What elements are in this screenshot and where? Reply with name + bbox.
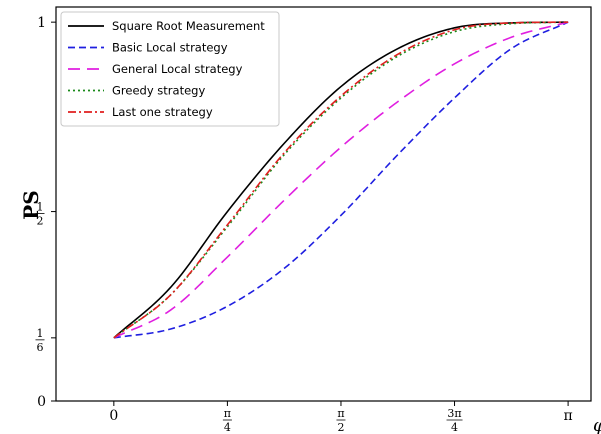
svg-text:π: π <box>337 407 344 420</box>
x-tick-label: π2 <box>336 407 346 434</box>
svg-text:4: 4 <box>224 421 231 434</box>
series-layer <box>113 21 569 339</box>
svg-text:1: 1 <box>37 327 44 340</box>
legend-label: Last one strategy <box>112 105 213 119</box>
legend-item: Basic Local strategy <box>68 41 228 55</box>
legend-label: Greedy strategy <box>112 84 205 98</box>
y-tick-label: 12 <box>35 201 45 228</box>
svg-text:2: 2 <box>37 215 44 228</box>
series-line-3 <box>113 21 569 339</box>
legend-item: General Local strategy <box>68 62 243 76</box>
y-tick-label: 16 <box>35 327 45 354</box>
svg-text:2: 2 <box>337 421 344 434</box>
y-tick-label: 0 <box>37 394 46 410</box>
x-tick-label: π <box>563 408 572 424</box>
series-line-1 <box>113 21 569 339</box>
svg-text:1: 1 <box>37 201 44 214</box>
x-tick-label: 0 <box>109 408 118 424</box>
legend-box <box>60 11 280 127</box>
x-tick-label: 3π4 <box>446 407 463 434</box>
y-axis-label: PS <box>19 190 43 219</box>
x-axis-label: φ <box>593 415 601 434</box>
svg-text:π: π <box>224 407 231 420</box>
svg-text:6: 6 <box>37 341 44 354</box>
legend-label: General Local strategy <box>112 62 243 76</box>
legend-item: Last one strategy <box>68 105 213 119</box>
legend-label: Basic Local strategy <box>112 41 228 55</box>
svg-text:4: 4 <box>451 421 458 434</box>
legend: Square Root Measurement Basic Local strat… <box>60 11 280 127</box>
x-tick-label: π4 <box>222 407 232 434</box>
plot-frame <box>55 6 592 402</box>
legend-item: Square Root Measurement <box>68 19 265 33</box>
legend-item: Greedy strategy <box>68 84 205 98</box>
series-line-2 <box>113 21 569 339</box>
series-line-5 <box>113 21 569 339</box>
svg-text:3π: 3π <box>447 407 461 420</box>
legend-label: Square Root Measurement <box>112 19 265 33</box>
y-tick-label: 1 <box>37 15 46 31</box>
